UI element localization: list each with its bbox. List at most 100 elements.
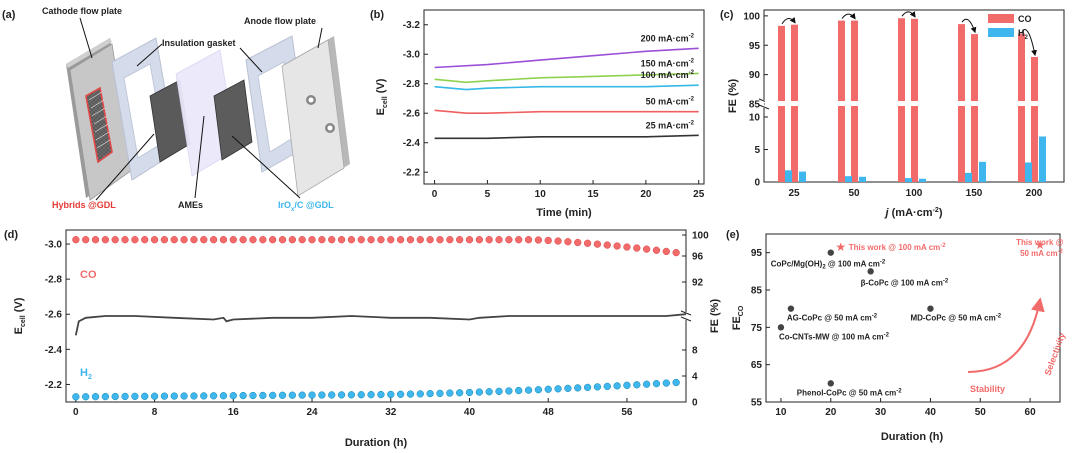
hybrids-label: Hybrids @GDL	[52, 200, 116, 210]
panel-b: (b) 0 5 10 15 20 25 -3.2 -3.0 -2.8 -2.6 -2.4 -2.2 2…	[370, 9, 705, 219]
panel-d-co-label: CO	[80, 269, 97, 281]
panel-d-fe-co-marker	[150, 236, 159, 244]
panel-d-fe-h2-marker	[141, 392, 149, 400]
panel-e-point-label: Phenol-CoPc @ 50 mA cm-2	[797, 388, 903, 397]
panel-d-fe-co-marker	[662, 247, 670, 256]
panel-d-y2tick-label: 0	[692, 398, 698, 409]
panel-d-xtick-label: 0	[73, 407, 79, 418]
panel-d-fe-co-marker	[121, 236, 129, 244]
panel-d-fe-h2-marker	[298, 391, 306, 399]
panel-e-point-label: β-CoPc @ 100 mA cm-2	[861, 278, 949, 287]
panel-d-fe-h2-marker	[436, 389, 444, 398]
panel-b-series-line	[434, 72, 699, 84]
panel-e-plot-frame	[765, 233, 1061, 403]
panel-d-fe-h2-marker	[180, 392, 188, 400]
panel-d-fe-co-marker	[131, 236, 139, 244]
panel-d-ecell-line	[74, 313, 687, 336]
panel-d-fe-h2-marker	[396, 390, 405, 398]
panel-d-fe-co-marker	[269, 236, 277, 244]
panel-d-fe-h2-marker	[269, 391, 277, 400]
panel-d-fe-h2-marker	[131, 392, 139, 401]
panel-d-fe-co-marker	[672, 248, 680, 257]
panel-d-fe-co-marker	[91, 236, 100, 244]
panel-d-fe-h2-marker	[564, 384, 572, 393]
panel-d-fe-h2-marker	[150, 392, 159, 400]
panel-d-fe-co-marker	[515, 236, 523, 244]
panel-c-label: (c)	[720, 9, 734, 21]
panel-c-ylabel: FE (%)	[727, 79, 739, 114]
panel-d-fe-h2-marker	[633, 381, 641, 389]
panel-b-series-line	[434, 134, 699, 140]
panel-d-fe-co-marker	[446, 236, 454, 244]
panel-e-label: (e)	[726, 229, 740, 241]
panel-e-point-label: This work @ 100 mA cm-2	[849, 243, 947, 252]
panel-e-point-label: MD-CoPc @ 50 mA cm-2	[910, 314, 1001, 323]
panel-d-fe-co-marker	[328, 236, 336, 244]
panel-d-fe-h2-marker	[259, 391, 267, 400]
anode-label: Anode flow plate	[244, 16, 316, 26]
panel-d-fe-h2-marker	[406, 390, 415, 398]
panel-e-point-label: CoPc/Mg(OH)2 @ 100 mA cm-2	[771, 260, 886, 271]
panel-d-fe-co-marker	[337, 236, 346, 244]
panel-c-co-bar	[1031, 57, 1038, 182]
panel-d-fe-h2-marker	[544, 385, 552, 393]
panel-d-fe-co-marker	[101, 236, 110, 244]
cathode-label: Cathode flow plate	[42, 6, 122, 16]
panel-e-ytick-label: 75	[751, 323, 763, 334]
panel-d-fe-co-marker	[160, 236, 169, 244]
panel-d-fe-h2-marker	[121, 392, 129, 401]
panel-d-fe-co-marker	[554, 237, 562, 245]
panel-d-fe-co-marker	[436, 236, 444, 244]
panel-d-xtick-label: 56	[621, 407, 633, 418]
panel-d-fe-h2-marker	[219, 392, 228, 400]
panel-e-point-label: This work @50 mA cm-2	[1016, 238, 1064, 258]
irox-gdl	[213, 79, 253, 161]
panel-d-fe-h2-marker	[111, 392, 119, 401]
selectivity-label: Selectivity	[1042, 331, 1067, 376]
panel-d-fe-co-marker	[308, 236, 316, 244]
panel-d-ytick-label: -3.0	[45, 240, 63, 251]
panel-d-fe-h2-marker	[485, 388, 493, 396]
axis-break-mask	[683, 312, 691, 320]
panel-d-fe-co-marker	[593, 240, 602, 248]
panel-e-point-label: AG-CoPc @ 50 mA cm-2	[787, 314, 878, 323]
panel-d-fe-h2-marker	[367, 391, 375, 399]
panel-e-xtick-label: 20	[825, 407, 837, 418]
panel-e-ytick-label: 85	[751, 286, 763, 297]
panel-b-ytick-label: -2.4	[403, 138, 421, 149]
panel-e-xtick-label: 10	[775, 407, 787, 418]
panel-d-fe-h2-marker	[190, 392, 198, 400]
panel-d-fe-co-marker	[190, 236, 198, 244]
panel-d-ytick-label: -2.4	[45, 345, 63, 356]
panel-d-y2tick-label: 92	[692, 278, 704, 289]
panel-d-xlabel: Duration (h)	[345, 437, 408, 449]
panel-b-xlabel: Time (min)	[536, 207, 592, 219]
panel-b-xtick-label: 5	[485, 189, 491, 200]
panel-d-y2tick-label: 96	[692, 252, 704, 263]
panel-d-y2tick-label: 100	[692, 231, 709, 242]
panel-d-fe-co-marker	[278, 236, 287, 244]
panel-d-fe-h2-marker	[662, 379, 670, 387]
panel-d-fe-co-marker	[564, 238, 572, 246]
panel-d-ytick-label: -2.8	[45, 275, 63, 286]
panel-b-ytick-label: -3.0	[403, 50, 421, 61]
panel-d-fe-h2-marker	[593, 383, 602, 391]
panel-d-fe-co-marker	[534, 236, 543, 244]
panel-c-co-bar	[898, 18, 905, 182]
panel-d-fe-co-marker	[574, 238, 582, 247]
panel-d-fe-co-marker	[141, 236, 149, 244]
panel-d-fe-h2-marker	[387, 390, 395, 399]
panel-d-fe-h2-marker	[249, 391, 257, 400]
panel-d-fe-h2-marker	[229, 392, 237, 400]
panel-d-ylabel: Ecell (V)	[13, 297, 27, 334]
panel-d-fe-co-marker	[170, 236, 178, 244]
panel-d-fe-co-marker	[642, 245, 651, 253]
panel-c-xlabel: j (mA·cm-2)	[884, 207, 943, 219]
panel-e-point-marker	[867, 268, 874, 275]
panel-c-h2-bar	[799, 171, 806, 182]
axis-break-mark	[680, 316, 692, 322]
panel-e-star-marker: ★	[835, 240, 846, 254]
panel-b-ylabel: Ecell (V)	[375, 78, 389, 115]
panel-b-ytick-label: -2.2	[403, 168, 421, 179]
panel-d-fe-co-marker	[495, 236, 503, 244]
